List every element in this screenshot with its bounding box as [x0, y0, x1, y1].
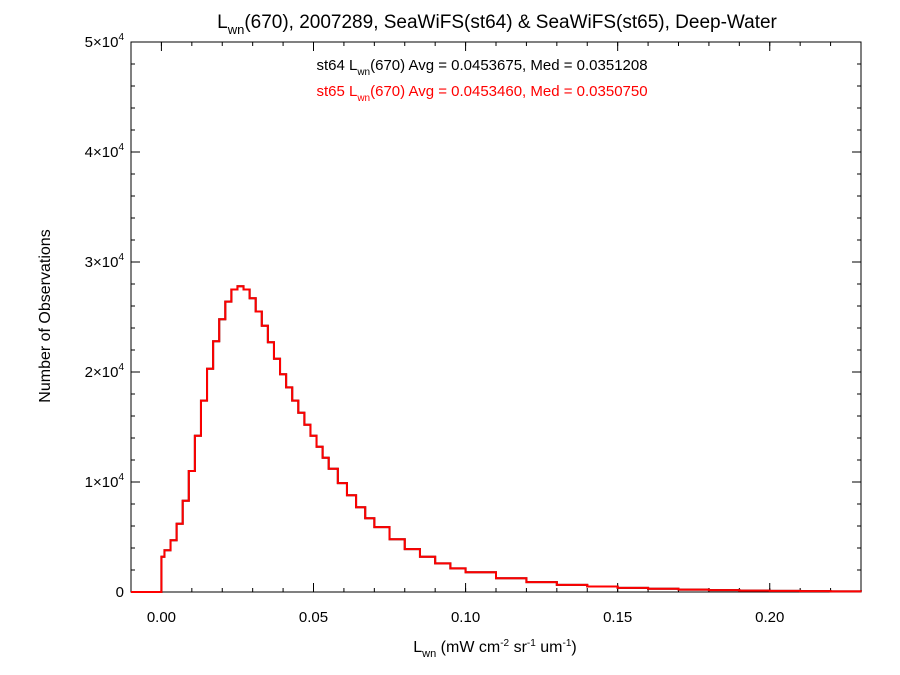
ticks-layer: 0.00 0.05 0.10 0.15 0.20 0 1×104 2×104 3×104 4×10… [85, 32, 862, 626]
x-tick-label: 0.15 [603, 609, 632, 626]
x-axis-label: Lwn (mW cm-2 sr-1 um-1) [413, 638, 576, 660]
annotation-st65: st65 Lwn(670) Avg = 0.0453460, Med = 0.0… [316, 83, 647, 104]
x-label-sup3: -1 [562, 638, 571, 649]
x-label-sub: wn [421, 648, 436, 660]
y-tick-label: 4×104 [85, 142, 125, 161]
annotation-st65-sub: wn [356, 93, 370, 104]
x-tick-label: 0.20 [755, 609, 784, 626]
x-label-base: L [413, 639, 422, 656]
y-tick-label: 1×104 [85, 472, 125, 491]
annotation-st65-rest: (670) Avg = 0.0453460, Med = 0.0350750 [370, 83, 647, 100]
annotation-st64-prefix: st64 L [316, 57, 357, 74]
chart-title-sub: wn [227, 22, 245, 37]
y-axis-label: Number of Observations [37, 229, 54, 402]
x-label-sup1: -2 [500, 638, 509, 649]
x-tick-label: 0.10 [451, 609, 480, 626]
y-tick-label: 3×104 [85, 252, 125, 271]
x-tick-label: 0.05 [299, 609, 328, 626]
chart-title-base: L [217, 12, 228, 33]
x-label-mid2: um [536, 639, 563, 656]
annotation-st64: st64 Lwn(670) Avg = 0.0453675, Med = 0.0… [316, 57, 647, 78]
y-tick-label: 0 [116, 584, 124, 601]
annotation-st65-prefix: st65 L [316, 83, 357, 100]
chart-title-rest: (670), 2007289, SeaWiFS(st64) & SeaWiFS(… [244, 12, 777, 33]
x-tick-label: 0.00 [147, 609, 176, 626]
x-label-mid: sr [509, 639, 527, 656]
chart-title: Lwn(670), 2007289, SeaWiFS(st64) & SeaWi… [217, 12, 777, 37]
annotation-st64-rest: (670) Avg = 0.0453675, Med = 0.0351208 [370, 57, 647, 74]
plot-frame [130, 41, 862, 593]
series-line-1 [131, 285, 862, 593]
annotation-st64-sub: wn [356, 67, 370, 78]
x-label-sup2: -1 [527, 638, 536, 649]
y-tick-label: 2×104 [85, 362, 125, 381]
x-label-rest: (mW cm [436, 639, 500, 656]
series-line-0 [131, 285, 862, 593]
x-label-end: ) [571, 639, 576, 656]
series-layer [131, 285, 862, 593]
y-tick-label: 5×104 [85, 32, 125, 51]
